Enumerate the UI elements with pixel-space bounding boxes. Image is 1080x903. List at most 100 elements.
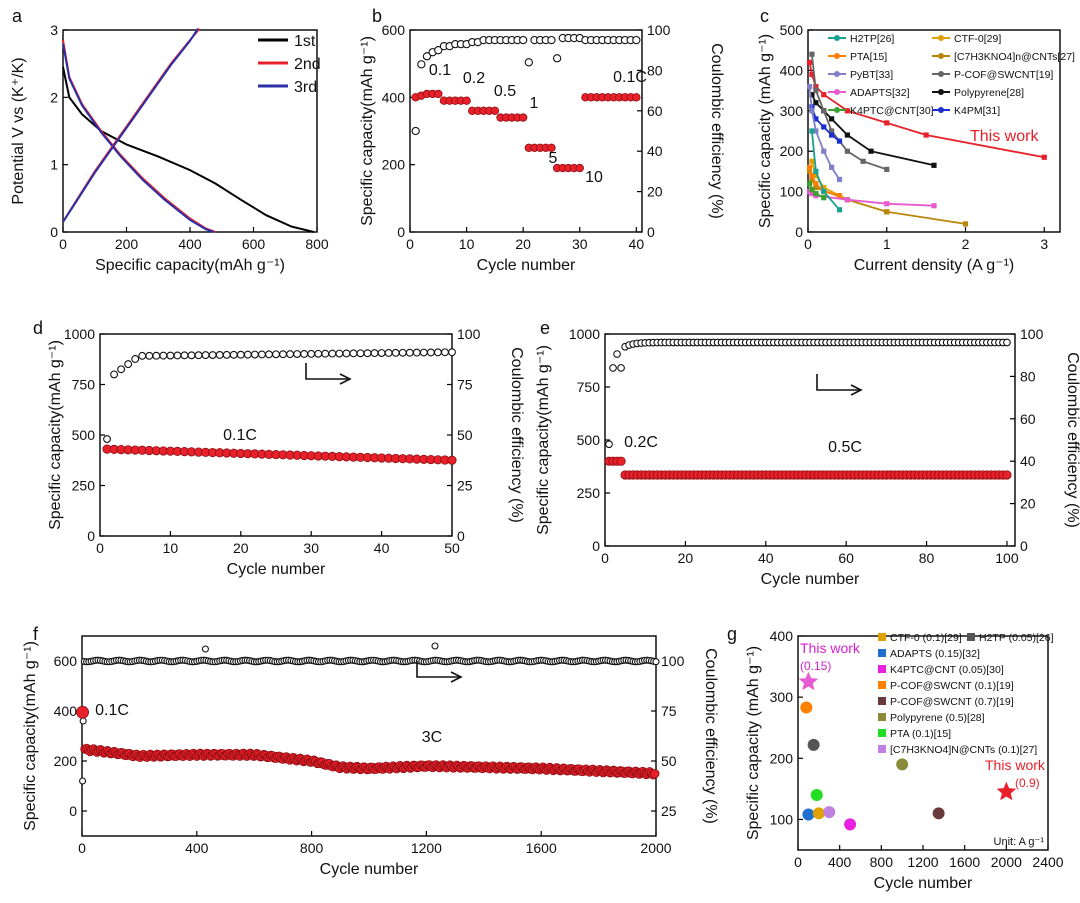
series-marker bbox=[821, 184, 827, 191]
panel-d: 0 10 20 30 40 50025050075010000255075100Cycle… bbox=[33, 318, 525, 578]
x-tick-label: 80 bbox=[919, 550, 935, 566]
this-work-label: (0.15) bbox=[800, 659, 831, 673]
series-marker bbox=[931, 203, 937, 209]
rate-label: 0.1C bbox=[223, 427, 257, 444]
x-tick-label: 2 bbox=[962, 236, 970, 252]
point-marker bbox=[823, 806, 836, 819]
series-marker bbox=[821, 108, 827, 114]
x-axis-label: Cycle number bbox=[477, 257, 576, 274]
ce-point bbox=[433, 348, 442, 357]
y-tick-label: 500 bbox=[72, 427, 96, 443]
capacity-point bbox=[632, 93, 641, 102]
series-marker bbox=[806, 180, 813, 187]
x-tick-label: 800 bbox=[300, 840, 324, 856]
x-tick-label: 2400 bbox=[1032, 854, 1063, 870]
ce-point bbox=[152, 351, 161, 360]
y-tick-label: 300 bbox=[770, 689, 794, 705]
panel-label: e bbox=[540, 318, 550, 338]
x-tick-label: 400 bbox=[178, 236, 202, 252]
y-axis-label: Specific capacity(mAh g⁻¹) bbox=[22, 641, 39, 831]
point-marker bbox=[812, 807, 825, 820]
x-tick-label: 100 bbox=[995, 550, 1019, 566]
legend-label: [C7H3KNO4]n@CNTs[27] bbox=[954, 51, 1075, 63]
star-marker bbox=[996, 781, 1017, 801]
x-tick-label: 1200 bbox=[907, 854, 938, 870]
x-tick-label: 0 bbox=[804, 236, 812, 252]
y-tick-label: 400 bbox=[54, 703, 78, 719]
point-marker bbox=[810, 788, 823, 801]
legend-marker bbox=[834, 35, 840, 41]
legend-label: K4PM[31] bbox=[954, 105, 1000, 117]
series-marker bbox=[813, 128, 819, 134]
plot-frame bbox=[807, 29, 1061, 233]
y-tick-label: 400 bbox=[770, 628, 794, 644]
y2-tick-label: 80 bbox=[647, 62, 663, 78]
y2-axis-label: Coulombic efficiency (%) bbox=[702, 648, 719, 824]
series-marker bbox=[809, 92, 815, 98]
y2-tick-label: 100 bbox=[457, 326, 481, 342]
rate-label: 0.1 bbox=[429, 62, 451, 79]
x-axis-label: Cycle number bbox=[874, 875, 973, 892]
ce-point bbox=[124, 360, 133, 369]
panel-label: g bbox=[727, 624, 737, 644]
series-marker bbox=[809, 108, 815, 114]
x-tick-label: 1600 bbox=[526, 840, 557, 856]
point-marker bbox=[896, 758, 909, 771]
y-tick-label: 400 bbox=[780, 62, 804, 78]
capacity-point bbox=[462, 96, 471, 105]
y2-tick-label: 75 bbox=[661, 703, 677, 719]
series-marker bbox=[809, 51, 815, 57]
y2-tick-label: 75 bbox=[457, 377, 473, 393]
panel-label: f bbox=[33, 624, 39, 644]
this-work-label: This work bbox=[970, 128, 1039, 145]
legend-label: P-COF@SWCNT (0.7)[19] bbox=[890, 696, 1014, 708]
capacity-point bbox=[1002, 470, 1012, 480]
y-axis-label: Specific capacity(mAh g⁻¹) bbox=[359, 36, 376, 226]
x-tick-label: 50 bbox=[444, 540, 460, 556]
ce-point bbox=[103, 435, 111, 443]
legend-label: ADAPTS[32] bbox=[850, 87, 910, 99]
ce-point bbox=[613, 350, 621, 358]
ce-point bbox=[349, 349, 358, 358]
legend-label: CTF-0 (0.1)[29] bbox=[890, 632, 962, 644]
y-tick-label: 200 bbox=[382, 157, 406, 173]
y2-tick-label: 50 bbox=[661, 753, 677, 769]
this-work-label: This work bbox=[800, 640, 861, 656]
legend-marker bbox=[834, 71, 840, 77]
x-tick-label: 1600 bbox=[949, 854, 980, 870]
ce-point bbox=[321, 349, 330, 358]
x-tick-label: 3 bbox=[1040, 236, 1048, 252]
capacity-point bbox=[490, 106, 500, 115]
y-tick-label: 500 bbox=[780, 22, 804, 38]
ce-point bbox=[293, 350, 302, 358]
this-work-label: (0.9) bbox=[1015, 776, 1040, 790]
plot-frame bbox=[409, 29, 643, 233]
point-marker bbox=[844, 818, 857, 831]
plot-frame bbox=[99, 333, 453, 537]
series-marker bbox=[809, 191, 815, 197]
x-tick-label: 2000 bbox=[640, 840, 671, 856]
series-marker bbox=[962, 221, 969, 227]
ce-point bbox=[384, 348, 393, 357]
series-marker bbox=[884, 120, 890, 126]
series-marker bbox=[813, 88, 819, 94]
ce-point bbox=[441, 348, 449, 357]
legend-marker bbox=[834, 53, 840, 59]
y-tick-label: 3 bbox=[50, 22, 58, 38]
legend-marker bbox=[938, 35, 944, 41]
rate-label: 0.1C bbox=[95, 702, 129, 719]
y-axis-label: Specific capacity (mAh g⁻¹) bbox=[757, 34, 774, 228]
y-tick-label: 1000 bbox=[64, 326, 95, 342]
this-work-label: This work bbox=[985, 757, 1046, 773]
y-tick-label: 250 bbox=[72, 478, 96, 494]
series-marker bbox=[806, 168, 813, 174]
series-2nd-charge bbox=[62, 28, 201, 223]
ce-point bbox=[314, 349, 323, 358]
x-tick-label: 0 bbox=[406, 236, 414, 252]
series-marker bbox=[809, 172, 815, 179]
capacity-point-first bbox=[76, 705, 89, 719]
ce-point bbox=[356, 349, 365, 358]
series-1st-discharge bbox=[62, 66, 315, 233]
series-marker bbox=[809, 71, 815, 78]
